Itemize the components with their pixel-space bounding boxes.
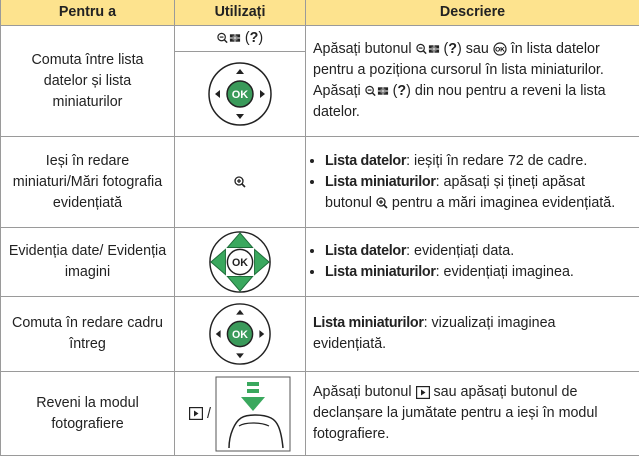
- text: ) sau: [457, 41, 493, 57]
- text: Apăsați butonul: [313, 384, 416, 400]
- list: Lista datelor: ieșiți în redare 72 de ca…: [313, 151, 632, 214]
- zoom-out-icon: [416, 43, 440, 55]
- action: Evidenția date/ Evidenția imagini: [1, 228, 175, 297]
- text: : evidențiați imaginea.: [436, 264, 574, 280]
- control-text: (: [241, 30, 250, 46]
- action: Ieși în redare miniaturi/Mări fotografia…: [1, 137, 175, 228]
- term: Lista miniaturilor: [325, 174, 436, 190]
- control: OK: [175, 52, 306, 137]
- header: Descriere: [306, 0, 639, 26]
- zoom-in-icon: [234, 176, 246, 188]
- text: ?: [397, 83, 406, 99]
- text: (: [440, 41, 449, 57]
- ok-text: OK: [495, 47, 505, 54]
- ok-text: OK: [232, 329, 248, 341]
- zoom-in-icon: [376, 197, 388, 209]
- text: pentru a mări imaginea evidențiată.: [388, 195, 615, 211]
- term: Lista miniaturilor: [325, 264, 436, 280]
- control: OK: [175, 228, 306, 297]
- multi-selector: OK: [208, 302, 272, 366]
- term: Lista miniaturilor: [313, 315, 424, 331]
- play-icon: [416, 386, 430, 399]
- text: Apăsați butonul: [313, 41, 416, 57]
- item: Lista miniaturilor: apăsați și țineți ap…: [325, 172, 632, 214]
- control: (?): [175, 26, 306, 52]
- text: ?: [448, 41, 457, 57]
- header: Utilizați: [175, 0, 306, 26]
- shutter-button: [215, 376, 291, 452]
- ok-text: OK: [232, 257, 248, 269]
- list: Lista datelor: evidențiați data. Lista m…: [313, 241, 632, 283]
- multi-selector: OK: [208, 230, 272, 294]
- control: OK: [175, 297, 306, 372]
- text: : ieșiți în redare 72 de cadre.: [406, 153, 587, 169]
- control: [175, 137, 306, 228]
- term: Lista datelor: [325, 243, 406, 259]
- term: Lista datelor: [325, 153, 406, 169]
- ok-icon: OK: [493, 42, 507, 56]
- control-text: ): [258, 30, 263, 46]
- description: Lista datelor: evidențiați data. Lista m…: [306, 228, 639, 297]
- text: : evidențiați data.: [406, 243, 514, 259]
- zoom-out-icon: [365, 85, 389, 97]
- action: Reveni la modul fotografiere: [1, 372, 175, 456]
- action: Comuta în redare cadru întreg: [1, 297, 175, 372]
- multi-selector: OK: [207, 61, 273, 127]
- control: /: [175, 372, 306, 456]
- item: Lista miniaturilor: evidențiați imaginea…: [325, 262, 632, 283]
- zoom-out-icon: [217, 32, 241, 44]
- action: Comuta între lista datelor și lista mini…: [1, 26, 175, 137]
- description: Apăsați butonul sau apăsați butonul de d…: [306, 372, 639, 456]
- description: Lista miniaturilor: vizualizați imaginea…: [306, 297, 639, 372]
- control-text: /: [203, 405, 211, 421]
- ok-text: OK: [232, 89, 249, 101]
- item: Lista datelor: ieșiți în redare 72 de ca…: [325, 151, 632, 172]
- play-icon: [189, 407, 203, 420]
- header: Pentru a: [1, 0, 175, 26]
- item: Lista datelor: evidențiați data.: [325, 241, 632, 262]
- description: Lista datelor: ieșiți în redare 72 de ca…: [306, 137, 639, 228]
- description: Apăsați butonul (?) sau OK în lista date…: [306, 26, 639, 137]
